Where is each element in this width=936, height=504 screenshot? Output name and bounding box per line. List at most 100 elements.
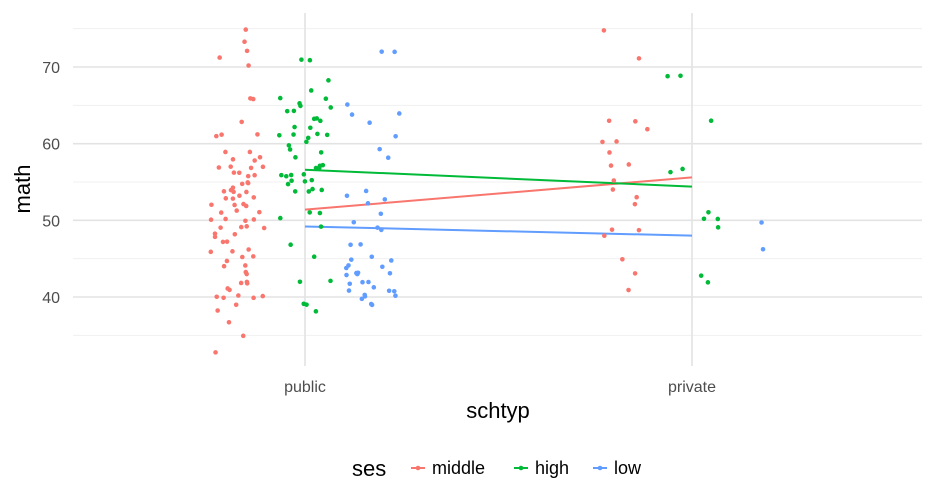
point-middle [219,132,224,137]
point-middle [257,209,262,215]
legend-label-middle: middle [432,458,485,478]
point-high [318,118,323,124]
point-low [360,279,365,285]
point-high [313,309,319,314]
point-middle [251,195,257,200]
point-middle [223,196,229,201]
point-high [304,139,309,145]
point-middle [255,132,260,137]
point-low [760,246,766,252]
y-axis-ticks: 40 50 60 70 [42,60,60,307]
legend-key-point-middle [415,465,421,471]
point-high [317,165,322,171]
point-high [288,242,293,248]
point-middle [221,263,227,269]
point-low [365,201,371,206]
point-high [284,108,290,114]
point-middle [608,163,614,168]
point-high [311,254,317,259]
point-middle [609,227,615,232]
point-middle [243,203,249,209]
point-middle [247,149,253,155]
legend-key-point-low [597,465,603,471]
legend-key-point-high [518,465,524,471]
point-low [380,264,385,270]
legend-title: ses [352,456,386,481]
point-middle [260,164,266,170]
point-middle [221,295,226,301]
point-low [359,296,365,302]
x-tick-label: private [668,379,716,396]
x-tick-label: public [284,379,326,396]
point-middle [243,269,249,275]
point-low [392,49,397,55]
point-high [286,143,292,148]
point-high [277,132,282,138]
point-low [362,294,368,299]
point-middle [632,271,638,276]
point-low [348,242,353,248]
point-middle [636,227,642,233]
point-middle [231,170,237,175]
y-axis-title: math [10,165,35,214]
point-middle [611,178,617,183]
point-high [323,96,329,102]
point-low [385,155,391,161]
point-middle [213,350,218,355]
legend: ses middle high low [352,456,642,481]
point-high [309,177,315,183]
point-high [317,210,323,216]
point-low [358,242,363,247]
point-middle [215,308,220,313]
point-high [279,172,284,178]
point-middle [223,216,228,222]
point-middle [251,217,257,222]
point-middle [217,55,222,60]
point-high [318,224,324,229]
point-middle [610,187,616,192]
point-high [680,166,685,172]
point-high [305,135,311,141]
point-high [293,155,298,160]
point-middle [246,63,251,68]
point-middle [614,139,619,144]
point-low [355,270,361,276]
point-middle [242,39,247,45]
point-high [324,132,330,138]
point-high [701,216,707,222]
point-middle [620,256,625,262]
point-low [363,188,369,194]
point-middle [245,173,251,179]
point-middle [602,233,607,238]
point-high [299,57,304,62]
point-middle [232,231,238,237]
x-axis-title: schtyp [466,398,530,423]
point-middle [252,172,257,178]
point-high [308,88,314,93]
point-high [705,280,711,285]
point-middle [250,96,256,102]
point-middle [214,294,220,300]
point-middle [634,194,639,200]
point-high [665,73,670,79]
point-high [326,78,331,83]
point-low [375,225,380,230]
point-middle [601,28,607,33]
point-middle [600,139,605,145]
point-low [369,254,375,260]
point-middle [227,287,232,293]
point-high [285,181,291,187]
point-middle [209,202,214,208]
fit-line-low [304,225,693,237]
point-middle [243,218,248,224]
point-middle [238,280,244,286]
point-middle [230,249,235,254]
point-middle [212,234,218,240]
point-middle [607,150,612,155]
point-middle [224,239,230,244]
legend-label-high: high [535,458,569,478]
point-middle [214,133,219,139]
point-high [311,116,317,122]
point-middle [636,56,642,61]
